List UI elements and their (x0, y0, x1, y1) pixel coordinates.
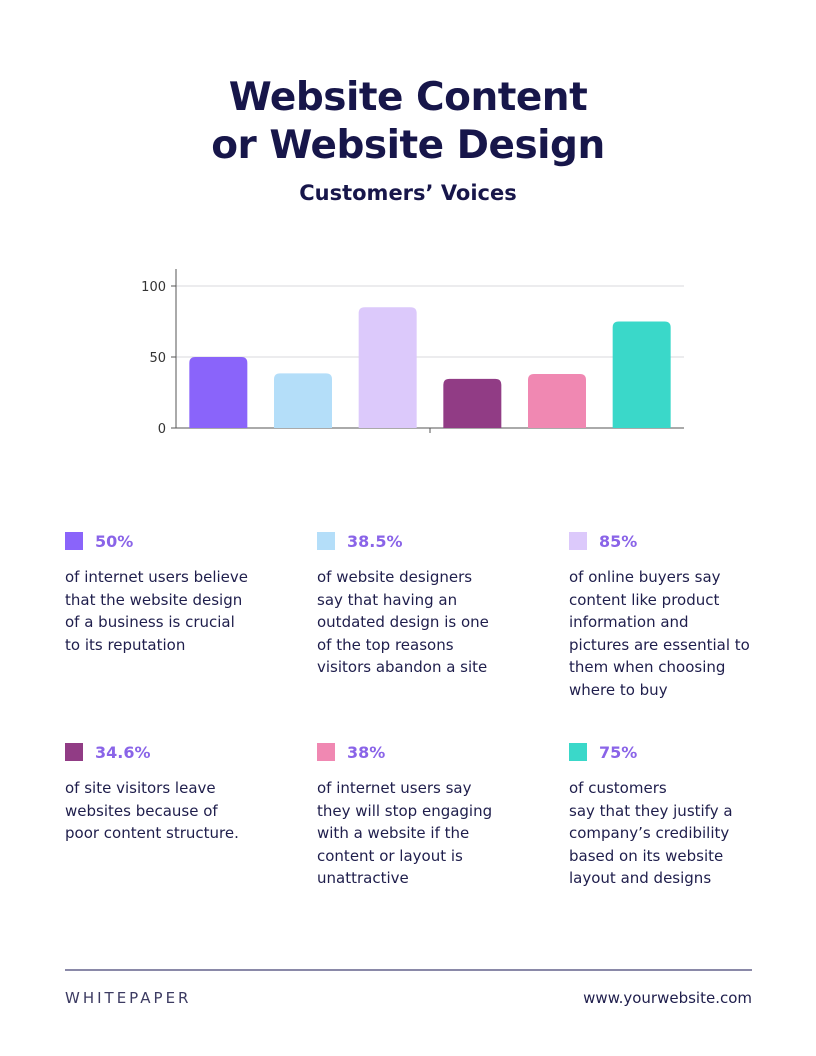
footer-website-link[interactable]: www.yourwebsite.com (583, 989, 752, 1007)
stat-6-color-swatch (569, 743, 587, 761)
page-subtitle: Customers’ Voices (299, 181, 517, 205)
bar-3 (358, 307, 417, 428)
stat-6-percent: 75% (599, 742, 638, 762)
bar-1 (189, 357, 248, 428)
stat-card-5: 38% of internet users say they will stop… (317, 741, 517, 890)
title-line-1: Website Content (228, 75, 588, 120)
footer-brand: WHITEPAPER (65, 989, 192, 1007)
stat-4-percent: 34.6% (95, 742, 151, 762)
stat-2-description: of website designers say that having an … (317, 568, 489, 676)
stat-3-percent: 85% (599, 531, 638, 551)
stat-5-description: of internet users say they will stop eng… (317, 779, 493, 887)
bar-6 (612, 321, 671, 428)
bar-chart: 0 50 100 (141, 269, 684, 437)
y-tick-label: 0 (158, 422, 166, 437)
stat-card-3: 85% of online buyers say content like pr… (569, 530, 769, 701)
bar-4 (443, 378, 502, 428)
stat-4-description: of site visitors leave websites because … (65, 779, 239, 842)
stat-3-description: of online buyers say content like produc… (569, 568, 750, 699)
stat-2-color-swatch (317, 532, 335, 550)
stat-1-color-swatch (65, 532, 83, 550)
bar-2 (274, 373, 332, 428)
stat-1-description: of internet users believe that the websi… (65, 568, 249, 654)
stat-card-6: 75% of customers say that they justify a… (569, 741, 769, 890)
stat-4-color-swatch (65, 743, 83, 761)
page-title: Website Content or Website Design (0, 74, 816, 170)
stat-6-description: of customers say that they justify a com… (569, 779, 733, 887)
stat-card-4: 34.6% of site visitors leave websites be… (65, 741, 265, 845)
stat-1-percent: 50% (95, 531, 134, 551)
stat-card-2: 38.5% of website designers say that havi… (317, 530, 517, 679)
stat-5-percent: 38% (347, 742, 386, 762)
title-line-2: or Website Design (211, 123, 605, 168)
bar-5 (528, 374, 586, 428)
y-tick-label: 100 (141, 280, 166, 295)
y-tick-label: 50 (149, 351, 166, 366)
stat-2-percent: 38.5% (347, 531, 403, 551)
stat-3-color-swatch (569, 532, 587, 550)
footer-divider (65, 969, 752, 971)
stat-card-1: 50% of internet users believe that the w… (65, 530, 265, 656)
stat-5-color-swatch (317, 743, 335, 761)
